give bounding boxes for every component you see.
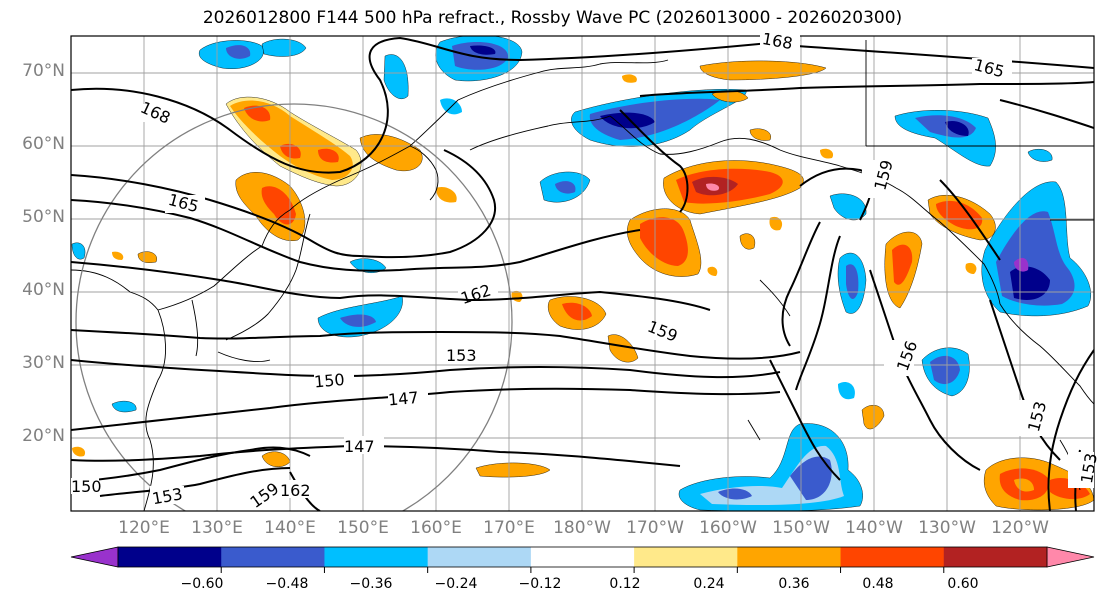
colorbar-cell	[634, 547, 738, 567]
map-title: 2026012800 F144 500 hPa refract., Rossby…	[202, 8, 903, 28]
colorbar-cell	[324, 547, 429, 567]
colorbar-cell	[118, 547, 222, 567]
positive-anomaly-regions	[72, 60, 1094, 511]
colorbar-tick-label: 0.48	[862, 576, 894, 592]
lon-label-130e: 130°E	[191, 518, 243, 538]
lon-label-150w: 150°W	[772, 518, 830, 538]
negative-anomaly-regions	[71, 36, 1092, 511]
contour-label: 153	[446, 346, 477, 365]
lon-label-140e: 140°E	[264, 518, 316, 538]
colorbar-cell	[221, 547, 325, 567]
lon-label-140w: 140°W	[845, 518, 903, 538]
colorbar-tick-label: −0.12	[518, 576, 562, 592]
colorbar-tick-label: −0.24	[434, 576, 478, 592]
map-frame	[70, 35, 1095, 512]
colorbar-cell	[530, 547, 635, 567]
colorbar-cell	[840, 547, 945, 567]
map-plot-area	[71, 36, 1094, 511]
lon-label-120w: 120°W	[991, 518, 1049, 538]
colorbar-tick-label: 0.12	[609, 576, 641, 592]
colorbar-tick-label: −0.48	[265, 576, 309, 592]
graticule	[71, 36, 1094, 511]
contour-label: 153	[1077, 452, 1101, 485]
lat-label-70n: 70°N	[22, 61, 65, 81]
reference-circle	[75, 103, 513, 511]
lat-label-30n: 30°N	[22, 353, 65, 373]
lat-label-40n: 40°N	[22, 280, 65, 300]
colorbar-tick-label: −0.60	[180, 576, 224, 592]
colorbar-extend-low	[70, 546, 119, 568]
colorbar-extend-high	[1046, 546, 1095, 568]
lat-label-60n: 60°N	[22, 134, 65, 154]
lon-label-160w: 160°W	[699, 518, 757, 538]
contour-label: 162	[280, 481, 311, 500]
contour-label: 147	[387, 388, 419, 410]
contour-label: 147	[344, 437, 375, 456]
lat-label-50n: 50°N	[22, 207, 65, 227]
colorbar-cell	[737, 547, 842, 567]
lon-label-170e: 170°E	[483, 518, 535, 538]
lon-label-180w: 180°W	[553, 518, 611, 538]
lon-label-170w: 170°W	[626, 518, 684, 538]
lat-label-20n: 20°N	[22, 426, 65, 446]
lon-label-130w: 130°W	[918, 518, 976, 538]
colorbar-tick-label: 0.60	[947, 576, 979, 592]
lon-label-120e: 120°E	[118, 518, 170, 538]
colorbar-tick-label: 0.36	[778, 576, 810, 592]
colorbar-tick-label: 0.24	[693, 576, 725, 592]
colorbar-tick-label: −0.36	[349, 576, 393, 592]
contour-label: 150	[313, 370, 345, 392]
colorbar-cell	[943, 547, 1048, 567]
contour-label: 150	[71, 477, 102, 496]
colorbar	[70, 546, 1095, 573]
lon-label-150e: 150°E	[337, 518, 389, 538]
colorbar-cell	[427, 547, 532, 567]
coastlines	[71, 40, 1094, 511]
lon-label-160e: 160°E	[410, 518, 462, 538]
